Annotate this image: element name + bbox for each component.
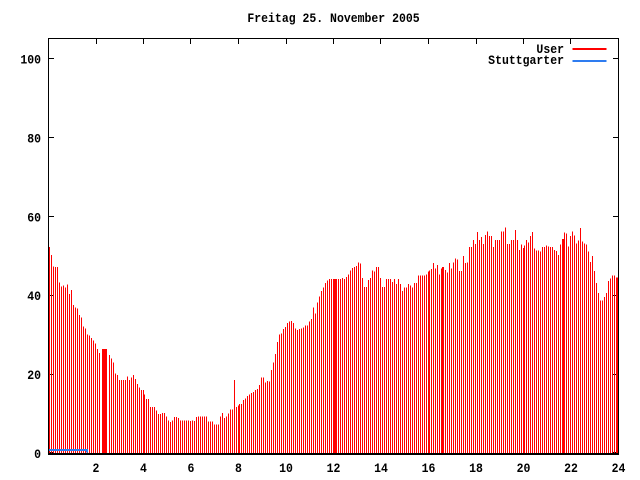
svg-text:22: 22: [564, 461, 578, 476]
svg-text:14: 14: [374, 461, 388, 476]
svg-text:60: 60: [27, 211, 41, 226]
svg-text:40: 40: [27, 290, 41, 305]
svg-text:100: 100: [20, 53, 41, 68]
svg-text:10: 10: [279, 461, 293, 476]
svg-text:6: 6: [188, 461, 195, 476]
svg-text:24: 24: [612, 461, 626, 476]
svg-text:80: 80: [27, 132, 41, 147]
svg-text:Freitag 25. November 2005: Freitag 25. November 2005: [247, 11, 419, 26]
svg-text:2: 2: [93, 461, 100, 476]
svg-text:4: 4: [140, 461, 147, 476]
svg-text:8: 8: [235, 461, 242, 476]
svg-text:20: 20: [517, 461, 531, 476]
svg-text:16: 16: [422, 461, 436, 476]
svg-text:20: 20: [27, 368, 41, 383]
svg-text:Stuttgarter: Stuttgarter: [488, 53, 564, 68]
svg-text:12: 12: [327, 461, 341, 476]
svg-text:18: 18: [469, 461, 483, 476]
svg-text:User: User: [536, 43, 564, 58]
svg-text:0: 0: [34, 447, 41, 462]
